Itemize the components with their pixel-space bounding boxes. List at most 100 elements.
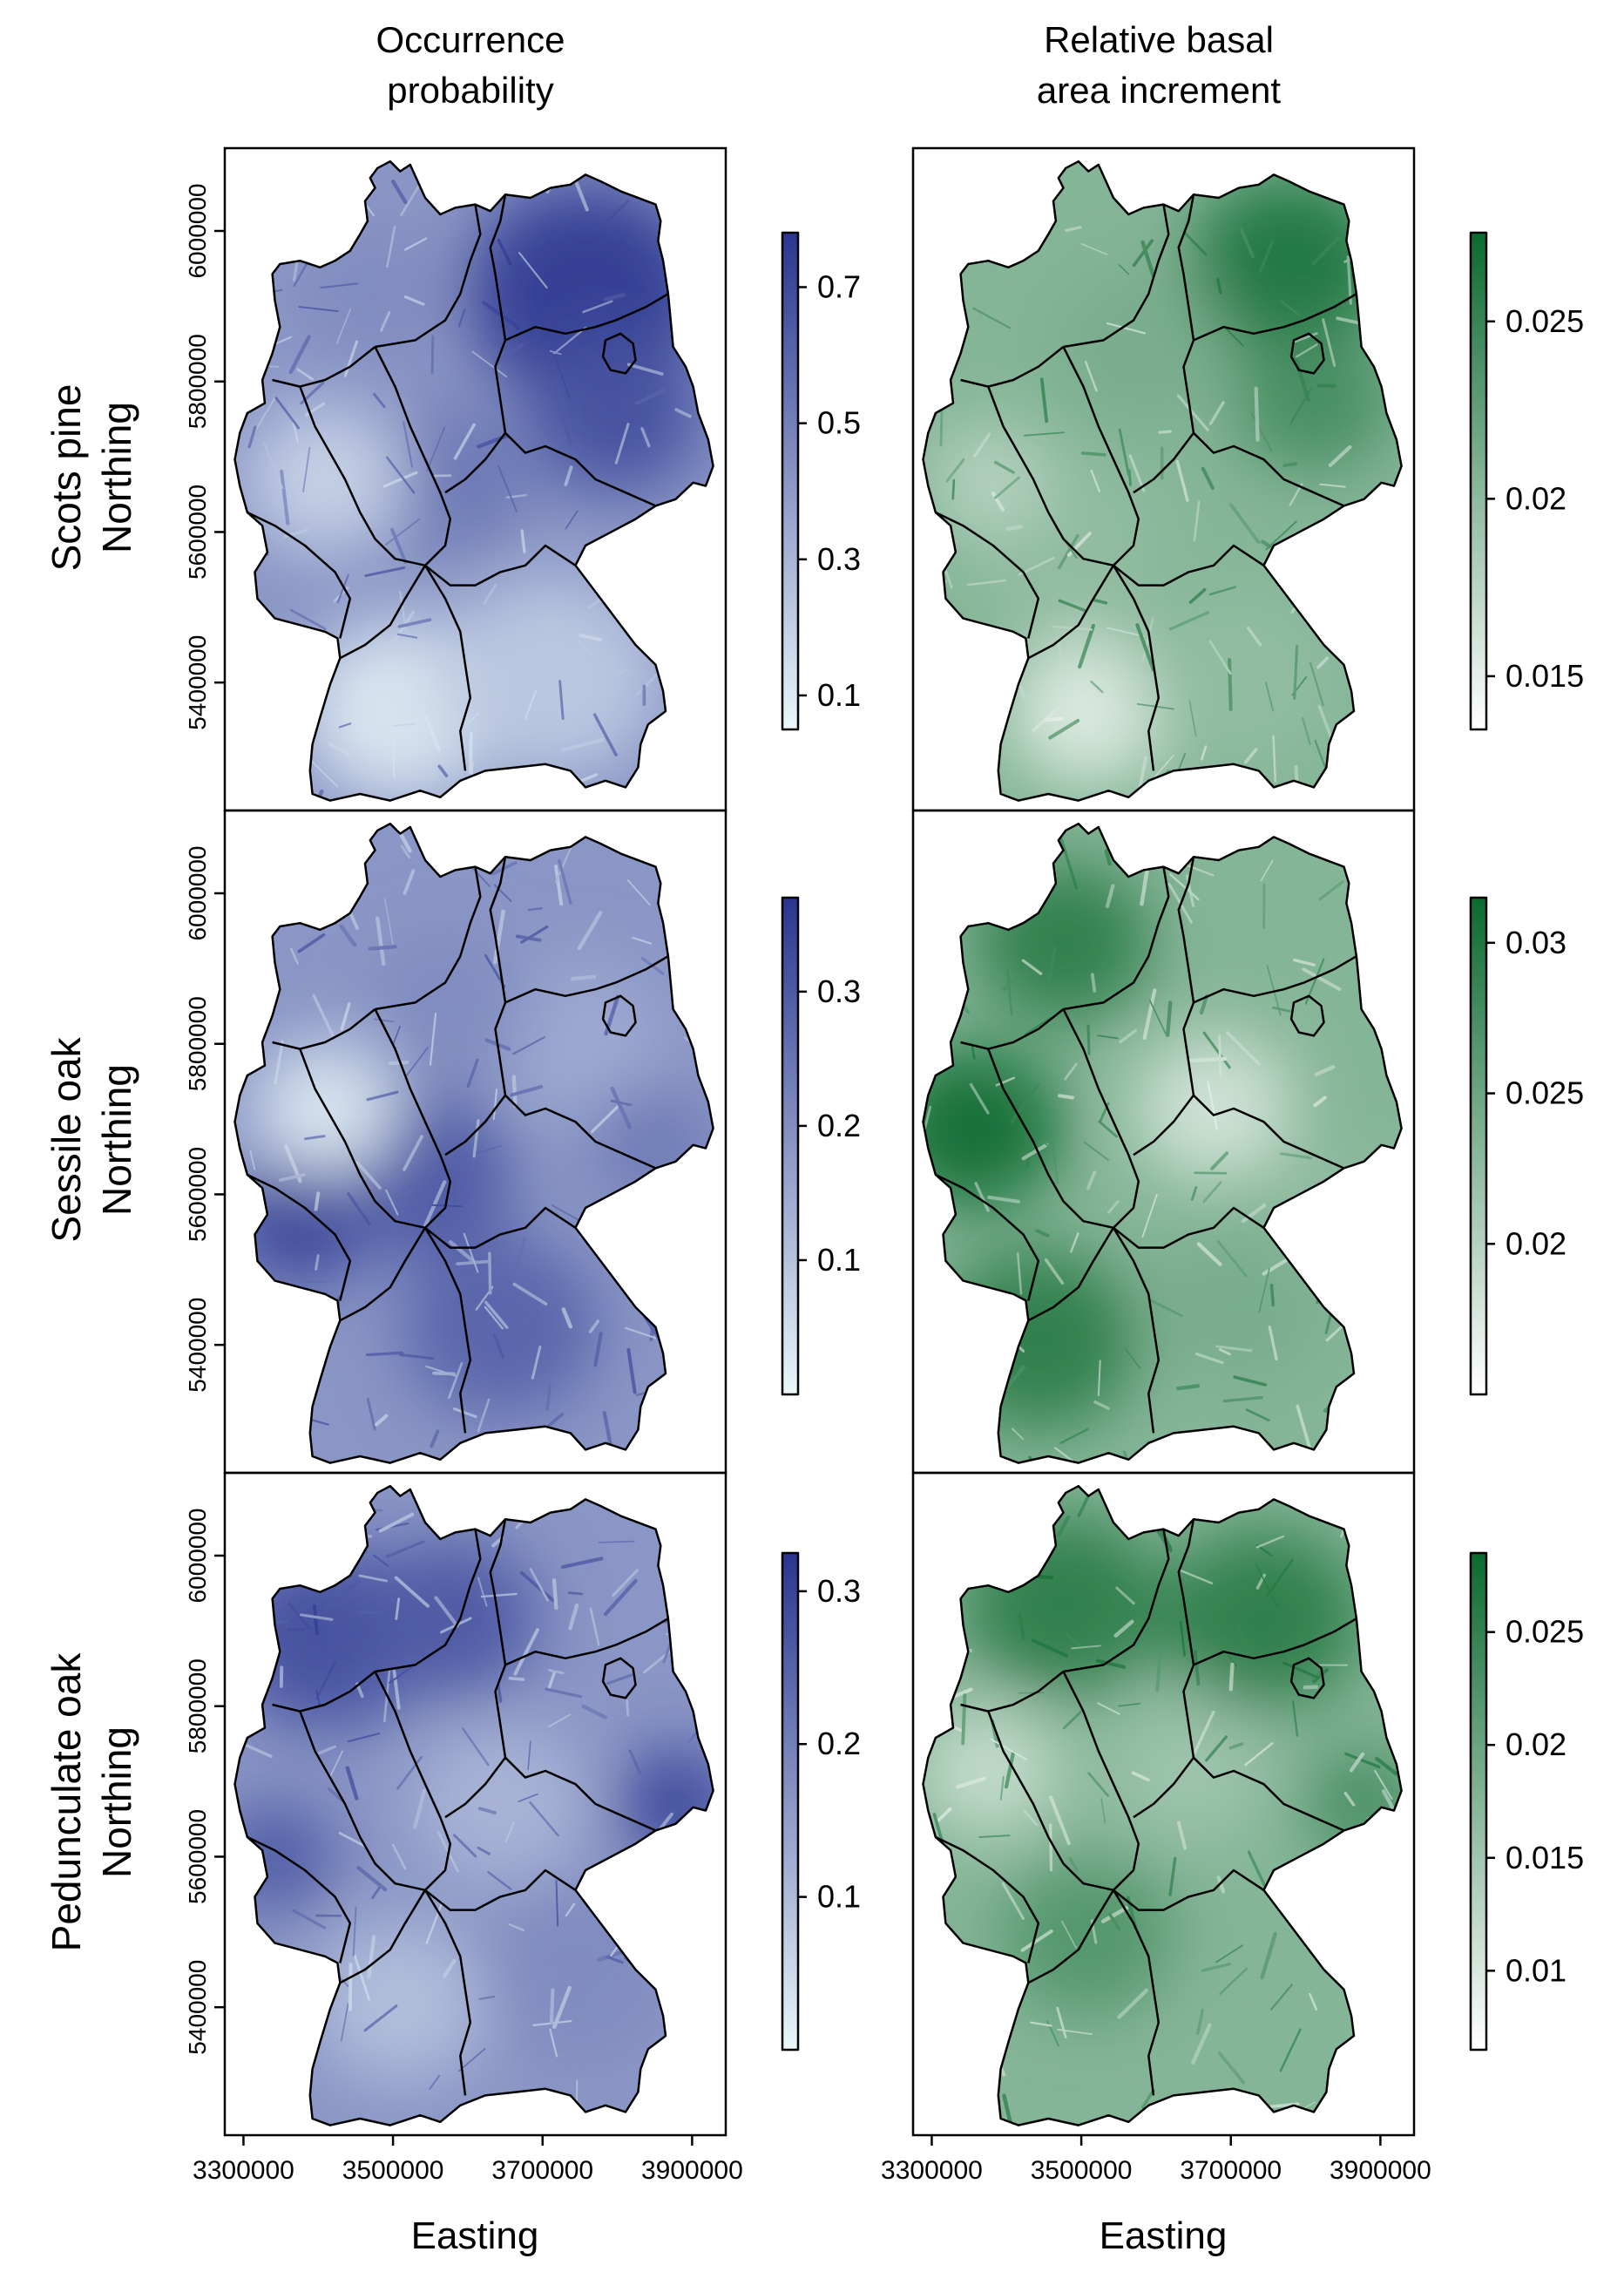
state-border-11	[1133, 432, 1194, 494]
x-axis-title-right: Easting	[1100, 2214, 1228, 2257]
state-border-11	[444, 432, 506, 494]
state-border-11	[1133, 1757, 1194, 1819]
state-border-4	[1193, 1618, 1357, 1666]
colorbar-tick-label: 0.2	[817, 1726, 861, 1761]
state-border-6	[987, 386, 1114, 567]
state-border-2	[272, 1671, 376, 1712]
region-1	[527, 333, 704, 493]
colorbar-ramp	[1469, 896, 1488, 1396]
region-1	[1163, 1527, 1364, 1710]
region-2	[923, 1705, 1061, 1837]
y-tick-label: 6000000	[184, 845, 211, 940]
state-border-10	[935, 511, 1040, 639]
colorbar-tick-label: 0.02	[1506, 1225, 1566, 1261]
state-border-8	[423, 565, 472, 771]
colorbar-tick-label: 0.3	[817, 1573, 861, 1609]
map-panel-r0-c0: 0.1 0.3 0.5 0.7	[223, 146, 861, 812]
row-ylabel-pedunculate-oak: Northing	[94, 1726, 139, 1878]
row-label-scots-pine: Scots pine	[44, 384, 89, 572]
region-1	[1234, 327, 1394, 473]
colorbar-tick-label: 0.1	[817, 1242, 861, 1278]
colorbar-tick-label: 0.025	[1506, 303, 1584, 339]
berlin-border	[1289, 332, 1325, 375]
region-6	[590, 1087, 711, 1197]
region-5	[369, 936, 531, 1082]
colorbar-tick-label: 0.025	[1506, 1075, 1584, 1111]
state-border-6	[987, 1711, 1114, 1892]
colorbar-r1-c1: 0.02 0.025 0.03	[1469, 896, 1584, 1396]
berlin-border	[1289, 1657, 1325, 1699]
map-panel-r1-c0: 0.1 0.2 0.3	[223, 809, 861, 1475]
state-border-10	[247, 1173, 352, 1301]
map-fill	[234, 1486, 714, 2126]
state-border-8	[1112, 565, 1160, 771]
state-border-4	[504, 955, 669, 1004]
y-tick-label: 5800000	[184, 334, 211, 429]
colorbar-tick-label: 0.3	[817, 541, 861, 577]
region-4	[1000, 1856, 1177, 2017]
state-border-5	[374, 1671, 452, 1891]
colorbar-tick-label: 0.02	[1506, 480, 1566, 516]
colorbar-r0-c0: 0.1 0.3 0.5 0.7	[781, 231, 861, 731]
intensity-regions	[923, 1514, 1402, 2083]
region-0	[923, 1048, 1062, 1209]
colorbar-tick-label: 0.01	[1506, 1952, 1566, 1988]
map-fill	[923, 824, 1402, 1463]
region-3	[245, 406, 405, 553]
y-tick-label: 5400000	[184, 1960, 211, 2055]
region-6	[234, 1802, 335, 1912]
region-5	[1150, 1227, 1327, 1387]
col-title-basal-area-line1: Relative basal	[1044, 19, 1274, 60]
colorbar-r1-c0: 0.1 0.2 0.3	[781, 896, 861, 1396]
state-border-7	[424, 1868, 577, 1911]
colorbar-ramp	[781, 231, 800, 731]
region-5	[1138, 587, 1339, 770]
country-outline	[922, 822, 1403, 1464]
state-border-5	[374, 346, 452, 566]
colorbar-tick-label: 0.3	[817, 973, 861, 1009]
y-tick-label: 5400000	[184, 635, 211, 730]
region-5	[437, 575, 663, 781]
row-ylabel-sessile-oak: Northing	[94, 1064, 139, 1216]
state-border-9	[1027, 565, 1115, 660]
x-tick-label: 3300000	[193, 2156, 294, 2185]
x-axis-title-left: Easting	[411, 2214, 539, 2257]
region-2	[937, 1249, 1139, 1432]
map-panel-r2-c0: 0.1 0.2 0.3	[223, 1471, 861, 2137]
state-border-2	[272, 1008, 376, 1050]
region-5	[1175, 1923, 1352, 2083]
state-border-4	[504, 293, 669, 342]
map-fill	[923, 161, 1402, 801]
intensity-regions	[245, 184, 706, 801]
region-6	[1278, 1153, 1399, 1263]
state-border-1	[489, 1518, 507, 1758]
state-border-9	[1027, 1889, 1115, 1984]
state-border-7	[1113, 544, 1265, 587]
region-3	[253, 1042, 397, 1175]
state-border-7	[424, 544, 577, 587]
state-border-1	[1177, 856, 1195, 1095]
state-border-5	[374, 1008, 452, 1229]
colorbar-r0-c1: 0.015 0.02 0.025	[1469, 231, 1584, 731]
region-2	[615, 1749, 714, 1859]
state-border-3	[504, 1756, 657, 1832]
state-border-1	[489, 856, 507, 1095]
colorbar-tick-label: 0.7	[817, 268, 861, 304]
x-tick-label: 3700000	[1180, 2156, 1282, 2185]
state-border-1	[1177, 1518, 1195, 1758]
state-border-6	[299, 1048, 426, 1230]
state-border-9	[339, 1889, 427, 1984]
colorbar-tick-label: 0.2	[817, 1108, 861, 1143]
row-label-sessile-oak: Sessile oak	[44, 1036, 89, 1242]
x-tick-label: 3500000	[1031, 2156, 1133, 2185]
col-title-occurrence-line1: Occurrence	[376, 19, 565, 60]
colorbar-tick-label: 0.03	[1506, 925, 1566, 960]
berlin-border	[601, 994, 637, 1037]
x-tick-label: 3700000	[491, 2156, 593, 2185]
state-border-11	[444, 1095, 506, 1156]
colorbar-ramp	[1469, 231, 1488, 731]
row-label-pedunculate-oak: Pedunculate oak	[44, 1652, 89, 1952]
map-panel-r2-c1: 0.01 0.015 0.02 0.025	[911, 1471, 1584, 2137]
state-border-3	[1193, 1756, 1345, 1832]
